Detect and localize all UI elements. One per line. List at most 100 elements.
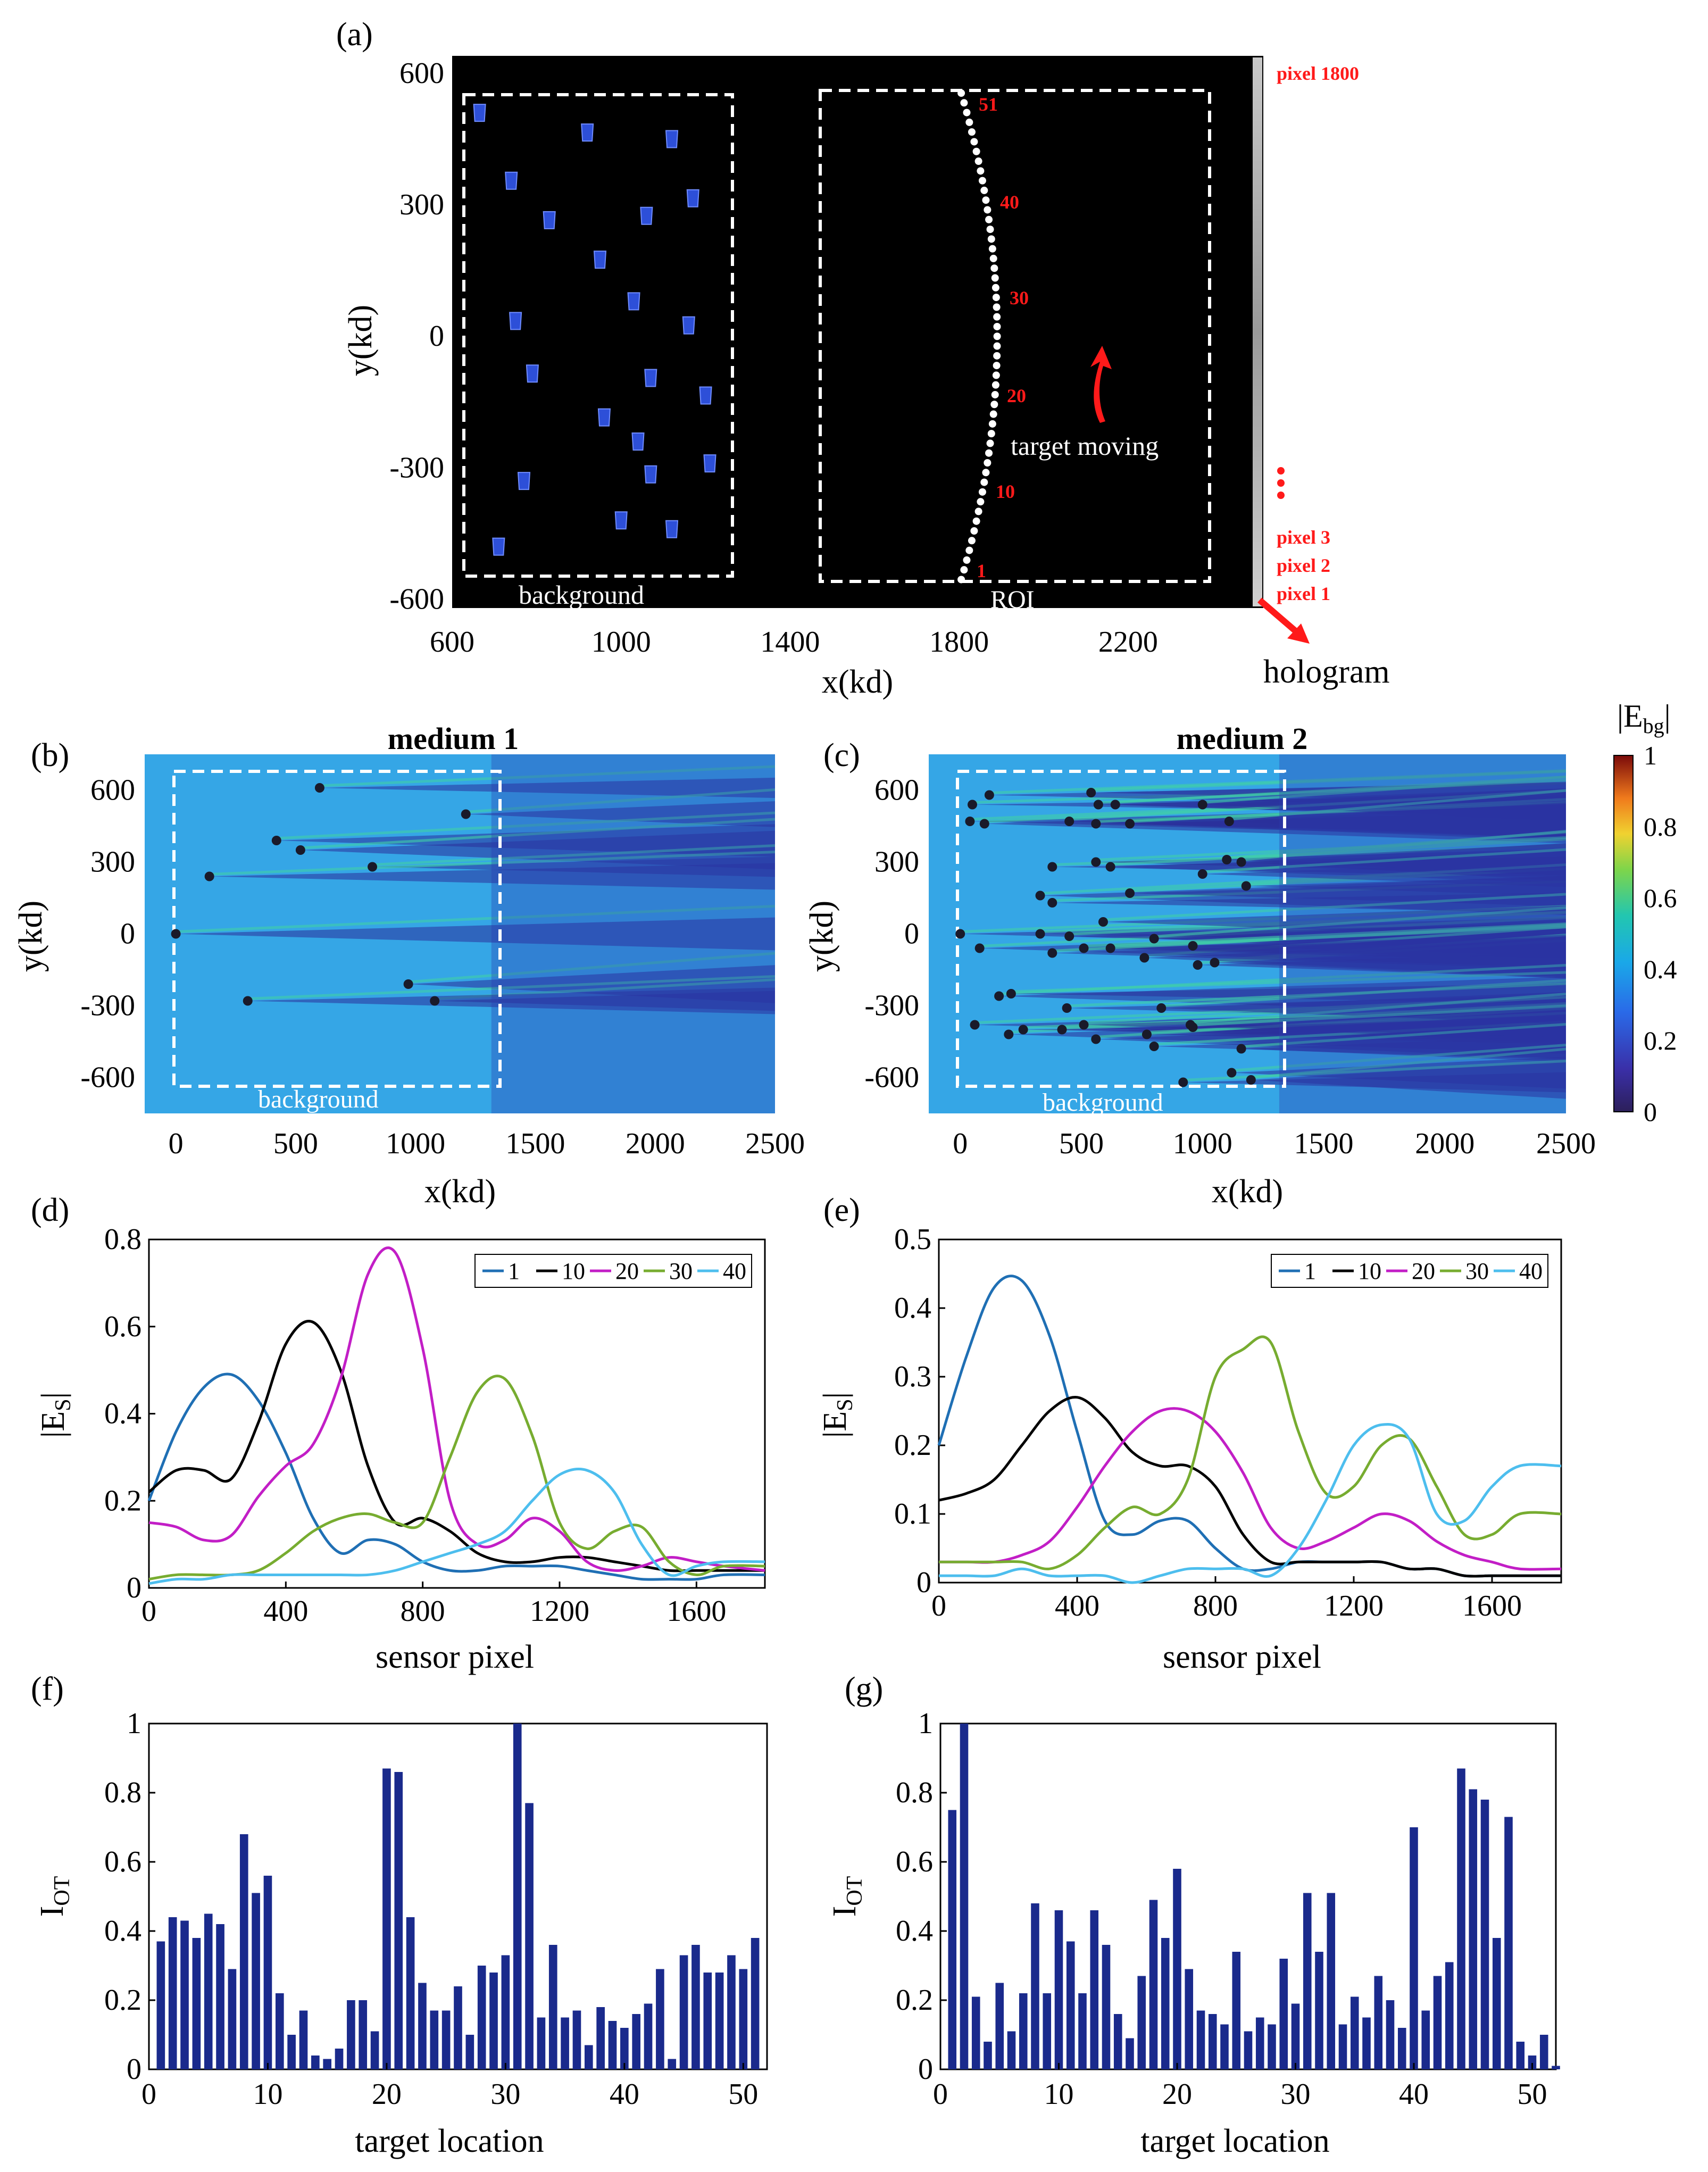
panel-e: (e) 0 400 800 1200 1600 0 0.1 0.2 0.3 0.4 0.5 1 10 20… xyxy=(817,1192,1562,1675)
bar-9 xyxy=(252,1893,260,2069)
xtick-10: 10 xyxy=(253,2078,282,2111)
bar-32 xyxy=(525,1803,534,2069)
scatterer-point xyxy=(1188,1022,1198,1032)
hologram-arrow-shaft xyxy=(1257,597,1300,636)
bright-streak xyxy=(372,844,775,866)
target-location-point xyxy=(985,449,993,457)
panel-e-ylabel: |ES| xyxy=(817,1392,857,1438)
panel-a-ytick-300: 300 xyxy=(399,188,444,221)
pixel-2-label: pixel 2 xyxy=(1277,555,1330,576)
bright-streak xyxy=(300,818,775,850)
bar-46 xyxy=(691,1945,700,2069)
target-location-point xyxy=(990,401,998,409)
roi-label: ROI xyxy=(990,586,1035,614)
ytick-0.3: 0.3 xyxy=(894,1360,931,1393)
bar-5 xyxy=(204,1913,213,2069)
ytick-0.2: 0.2 xyxy=(894,1429,931,1462)
panel-f-ylabel: IOT xyxy=(34,1876,74,1917)
panel-g-plot: 0 10 20 30 40 50 0 0.2 0.4 0.6 0.8 1 xyxy=(896,1707,1560,2111)
bar-51 xyxy=(751,1938,760,2069)
bright-streak xyxy=(1202,848,1566,873)
bar-42 xyxy=(644,2003,653,2069)
bar-39 xyxy=(608,2021,617,2069)
scatterer-point xyxy=(1125,888,1135,898)
bar-9 xyxy=(1043,1993,1052,2069)
bar-13 xyxy=(1090,1910,1099,2069)
target-location-point xyxy=(963,556,971,564)
panel-c-xlabel: x(kd) xyxy=(1212,1174,1283,1210)
colorbar-tick-1: 1 xyxy=(1644,740,1657,770)
background-scatterer xyxy=(597,408,611,427)
bar-28 xyxy=(477,1966,486,2069)
target-location-point xyxy=(978,488,986,496)
target-label-20: 20 xyxy=(1007,385,1026,406)
target-location-point xyxy=(992,294,1000,302)
legend-label-20: 20 xyxy=(615,1258,639,1284)
scatterer-point xyxy=(1057,1025,1067,1035)
bar-34 xyxy=(548,1945,557,2069)
target-location-point xyxy=(987,430,995,438)
panel-c: (c) medium 2 background 0 500 1000 1500 2000… xyxy=(804,698,1677,1210)
scatterer-point xyxy=(967,800,977,810)
scatterer-point xyxy=(314,783,324,793)
background-scatterer xyxy=(699,386,712,405)
series-line-20 xyxy=(148,1246,765,1572)
panel-b-scatterers xyxy=(171,783,471,1006)
bar-36 xyxy=(1362,2017,1371,2069)
bar-37 xyxy=(1374,1976,1383,2069)
background-scatterer xyxy=(627,292,640,311)
bar-6 xyxy=(1007,2031,1016,2069)
bright-streak xyxy=(1241,1023,1566,1048)
bar-21 xyxy=(394,1772,403,2069)
background-scatterer xyxy=(614,511,628,530)
ytick-0.4: 0.4 xyxy=(894,1292,931,1325)
target-location-point xyxy=(982,196,990,204)
scatterer-point xyxy=(1091,857,1101,867)
bar-16 xyxy=(335,2049,344,2069)
bar-8 xyxy=(239,1834,248,2069)
shadow-streak xyxy=(1229,802,1566,840)
target-location-point xyxy=(978,177,986,185)
scatterer-point xyxy=(243,996,253,1006)
bar-29 xyxy=(489,1973,498,2069)
ytick-0.2: 0.2 xyxy=(104,1484,141,1517)
colorbar xyxy=(1613,755,1634,1112)
bar-33 xyxy=(1327,1893,1336,2069)
legend-label-10: 10 xyxy=(1358,1258,1381,1284)
target-location-point xyxy=(986,439,994,447)
bar-28 xyxy=(1268,2024,1276,2069)
ytick-0.4: 0.4 xyxy=(104,1915,141,1948)
panel-a-ytick--300: -300 xyxy=(389,451,444,484)
bright-streak xyxy=(176,905,775,933)
scatterer-point xyxy=(1064,817,1074,826)
scatterer-point xyxy=(295,845,305,855)
xtick-1600: 1600 xyxy=(1462,1590,1522,1622)
bar-44 xyxy=(1457,1768,1465,2069)
ytick-0.2: 0.2 xyxy=(104,1984,141,2017)
bar-48 xyxy=(1504,1817,1513,2069)
bright-streak xyxy=(1011,971,1566,993)
scatterer-point xyxy=(1047,862,1057,872)
bright-streak xyxy=(1241,830,1566,861)
colorbar-tick-0: 0 xyxy=(1644,1097,1657,1127)
scatterer-point xyxy=(1142,1029,1152,1039)
bar-31 xyxy=(1303,1893,1312,2069)
background-scatterer xyxy=(665,520,679,538)
bar-39 xyxy=(1397,2028,1406,2069)
panel-c-background-box xyxy=(956,770,1286,1088)
scatterer-point xyxy=(979,819,989,829)
bar-45 xyxy=(679,1955,688,2069)
series-line-40 xyxy=(938,1422,1562,1584)
ytick--600: -600 xyxy=(864,1061,919,1094)
xtick-30: 30 xyxy=(1281,2078,1311,2111)
bright-streak xyxy=(1154,906,1566,938)
panel-a-scatterers xyxy=(473,104,716,556)
bar-12 xyxy=(1078,1993,1087,2069)
scatterer-point xyxy=(403,979,413,989)
shadow-streak xyxy=(465,801,775,827)
legend-label-40: 40 xyxy=(723,1258,746,1284)
bar-23 xyxy=(418,1983,427,2069)
panel-b-background-label: background xyxy=(258,1085,379,1113)
series-line-40 xyxy=(148,1468,765,1585)
bright-streak xyxy=(1229,789,1566,821)
